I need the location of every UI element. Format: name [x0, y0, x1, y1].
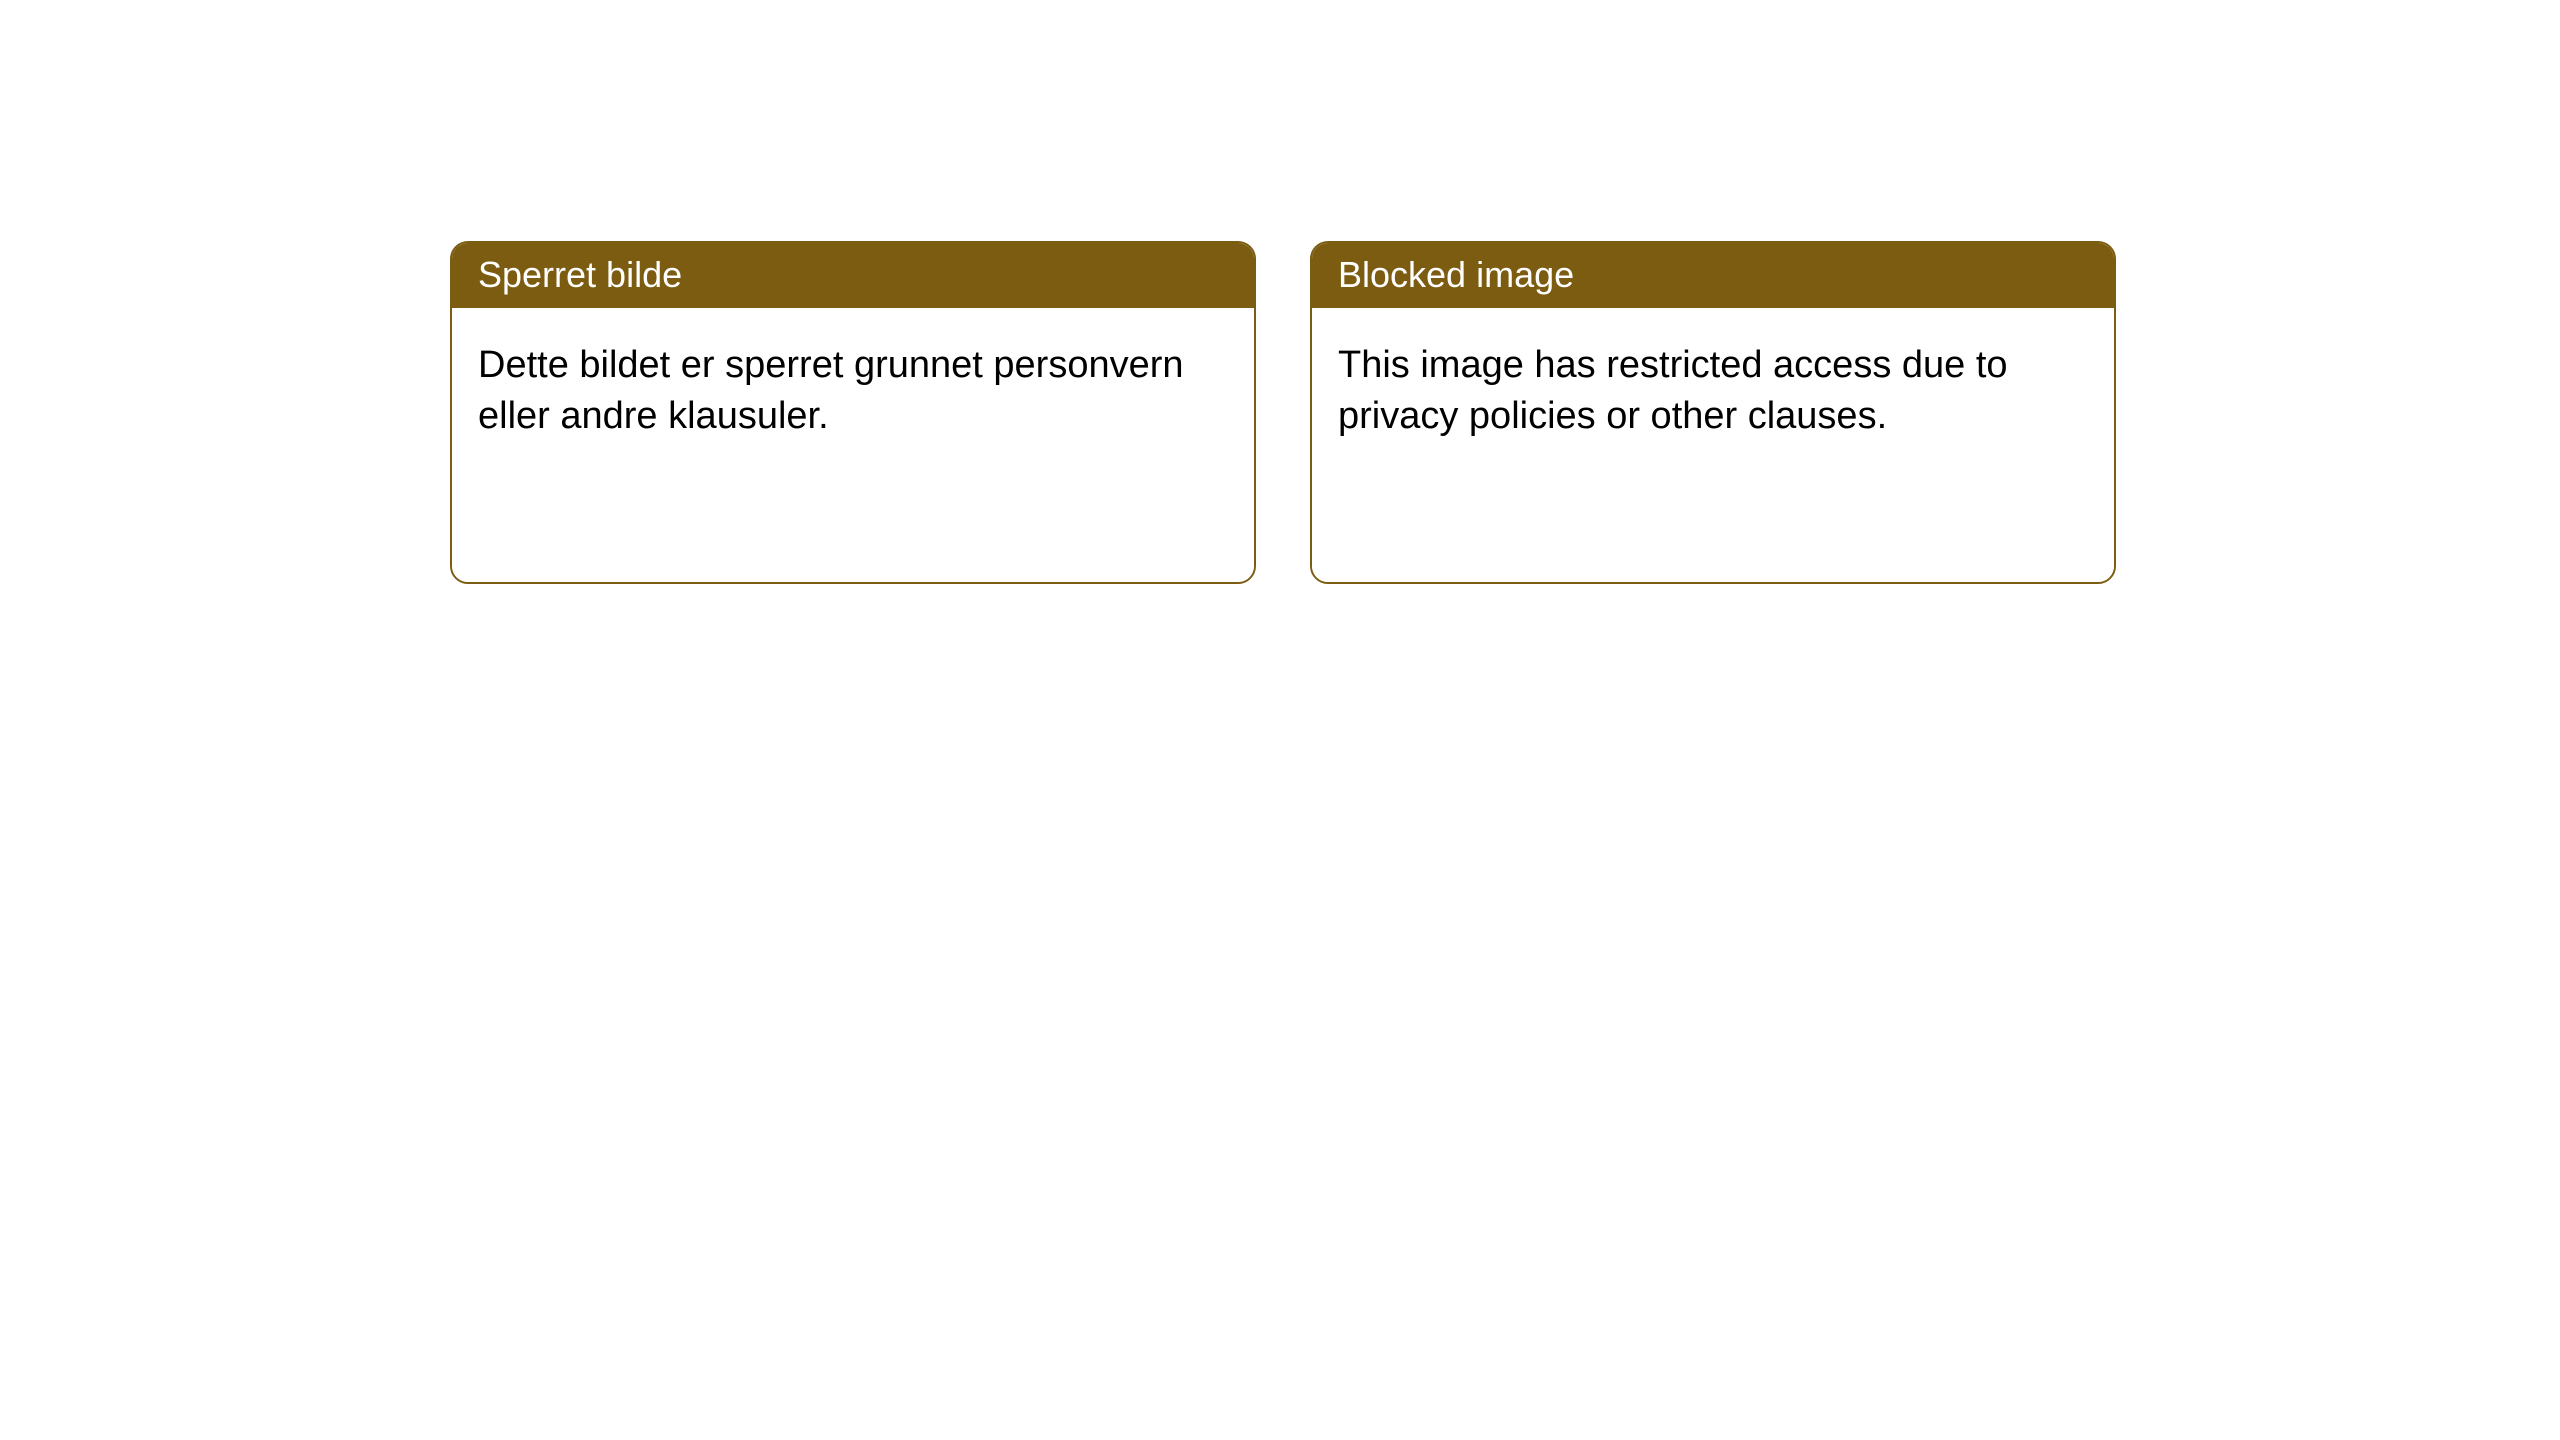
card-header: Sperret bilde [452, 243, 1254, 308]
notice-card-norwegian: Sperret bilde Dette bildet er sperret gr… [450, 241, 1256, 584]
notice-container: Sperret bilde Dette bildet er sperret gr… [0, 0, 2560, 584]
card-body: Dette bildet er sperret grunnet personve… [452, 308, 1254, 582]
notice-card-english: Blocked image This image has restricted … [1310, 241, 2116, 584]
card-header: Blocked image [1312, 243, 2114, 308]
card-body: This image has restricted access due to … [1312, 308, 2114, 582]
